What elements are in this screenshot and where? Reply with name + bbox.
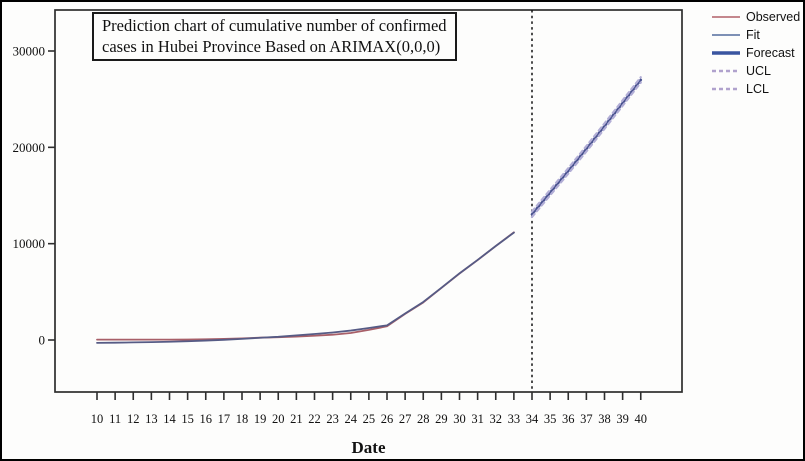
legend-item-observed: Observed [711, 8, 800, 26]
x-tick-label: 12 [127, 412, 140, 426]
legend-item-ucl: UCL [711, 62, 800, 80]
legend-label-ucl: UCL [746, 63, 772, 78]
fit-line-swatch [712, 34, 740, 36]
ucl-line [530, 76, 642, 213]
x-tick-label: 18 [236, 412, 249, 426]
x-tick-label: 22 [308, 412, 321, 426]
x-tick-label: 20 [272, 412, 285, 426]
plot-frame [54, 9, 683, 393]
legend-label-fit: Fit [746, 27, 760, 42]
x-tick-label: 38 [598, 412, 611, 426]
chart-title-box: Prediction chart of cumulative number of… [92, 12, 457, 61]
x-tick-label: 39 [616, 412, 629, 426]
x-tick-label: 14 [163, 412, 176, 426]
y-tick-label: 0 [39, 333, 46, 348]
x-tick-label: 30 [453, 412, 466, 426]
x-tick-label: 37 [580, 412, 593, 426]
x-axis-title: Date [351, 438, 386, 457]
y-tick-label: 30000 [13, 44, 46, 59]
x-tick-label: 32 [490, 412, 503, 426]
y-tick-label: 10000 [13, 236, 46, 251]
x-tick-label: 29 [435, 412, 448, 426]
legend: Observed Fit Forecast UCL LCL [711, 8, 800, 98]
legend-label-lcl: LCL [746, 81, 769, 96]
x-tick-label: 16 [200, 412, 213, 426]
x-tick-label: 10 [91, 412, 104, 426]
x-tick-label: 33 [508, 412, 521, 426]
x-tick-label: 17 [218, 412, 231, 426]
x-tick-label: 28 [417, 412, 430, 426]
legend-label-observed: Observed [746, 9, 801, 24]
x-tick-label: 40 [635, 412, 648, 426]
legend-item-forecast: Forecast [711, 44, 800, 62]
fit-line [96, 231, 515, 344]
lcl-line [530, 81, 642, 219]
x-tick-label: 13 [145, 412, 158, 426]
x-tick-label: 15 [181, 412, 194, 426]
forecast-line-swatch [712, 51, 740, 55]
x-tick-label: 34 [526, 412, 539, 426]
x-tick-label: 36 [562, 412, 575, 426]
forecast-line [530, 78, 643, 216]
ucl-line-swatch [712, 69, 740, 73]
x-tick-label: 19 [254, 412, 267, 426]
legend-item-lcl: LCL [711, 80, 800, 98]
y-tick-label: 20000 [13, 140, 46, 155]
observed-line [96, 231, 515, 341]
observed-line-swatch [712, 16, 740, 18]
x-tick-label: 35 [544, 412, 557, 426]
legend-item-fit: Fit [711, 26, 800, 44]
chart-title-line2: cases in Hubei Province Based on ARIMAX(… [102, 37, 441, 56]
x-tick-label: 27 [399, 412, 412, 426]
lcl-line-swatch [712, 87, 740, 91]
x-tick-label: 26 [381, 412, 394, 426]
x-tick-label: 21 [290, 412, 303, 426]
x-tick-label: 11 [109, 412, 121, 426]
x-tick-label: 23 [326, 412, 339, 426]
x-tick-label: 25 [363, 412, 376, 426]
x-tick-label: 24 [345, 412, 358, 426]
chart-title-line1: Prediction chart of cumulative number of… [102, 16, 447, 35]
legend-label-forecast: Forecast [746, 45, 795, 60]
x-tick-label: 31 [471, 412, 484, 426]
